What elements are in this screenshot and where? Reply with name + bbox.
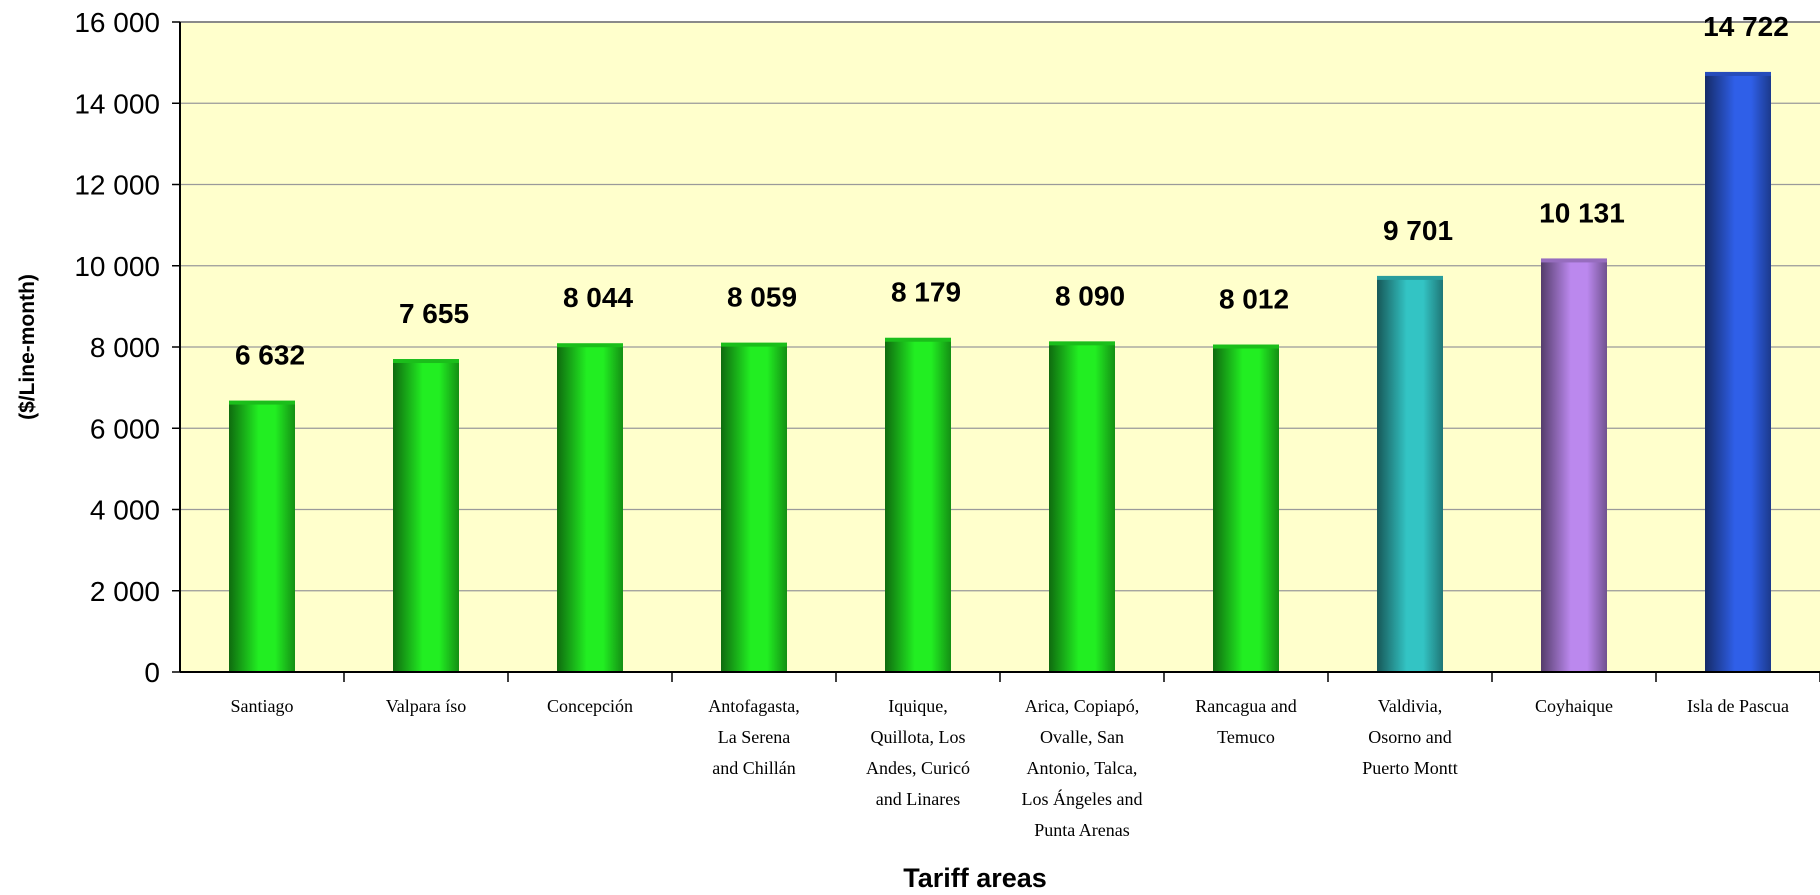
- category-label: Coyhaique: [1535, 696, 1613, 716]
- value-label: 8 090: [1055, 280, 1125, 311]
- bar-top: [229, 400, 295, 405]
- bar-top: [885, 337, 951, 342]
- category-label: Concepción: [547, 696, 633, 716]
- category-label: Valpara íso: [386, 696, 466, 716]
- x-axis-label: Tariff areas: [903, 863, 1047, 893]
- value-label: 8 044: [563, 282, 633, 313]
- bar-top: [1049, 341, 1115, 346]
- bar: [1213, 346, 1279, 671]
- value-label: 8 179: [891, 277, 961, 308]
- bar-top: [1705, 71, 1771, 76]
- y-tick-label: 14 000: [74, 88, 160, 119]
- bar: [1541, 260, 1607, 671]
- y-tick-labels: 0 2 000 4 000 6 000 8 000 10 000 12 000 14 000 1…: [74, 7, 160, 688]
- value-label: 10 131: [1539, 197, 1625, 228]
- y-tick-label: 8 000: [90, 332, 160, 363]
- category-label: Arica, Copiapó, Ovalle, San Antonio, Talca…: [1022, 696, 1143, 840]
- category-label: Isla de Pascua: [1687, 696, 1789, 716]
- y-tick-label: 0: [144, 657, 160, 688]
- bar-top: [1377, 275, 1443, 280]
- y-tick-label: 4 000: [90, 495, 160, 526]
- bars: [229, 71, 1771, 671]
- y-tick-label: 6 000: [90, 413, 160, 444]
- bar: [721, 344, 787, 671]
- category-label: Valdivia, Osorno and Puerto Montt: [1362, 696, 1458, 778]
- bar: [885, 339, 951, 671]
- y-tick-label: 12 000: [74, 170, 160, 201]
- y-tick-label: 2 000: [90, 576, 160, 607]
- bar-top: [393, 359, 459, 364]
- bar: [1377, 277, 1443, 671]
- axes: [172, 21, 1820, 682]
- category-label: Rancagua and Temuco: [1195, 696, 1296, 747]
- value-label: 6 632: [235, 340, 305, 371]
- bar: [1705, 73, 1771, 671]
- x-category-labels: Santiago Valpara íso Concepción Antofagasta…: [231, 696, 1789, 840]
- value-label: 7 655: [399, 298, 469, 329]
- value-label: 8 059: [727, 282, 797, 313]
- value-label: 9 701: [1383, 215, 1453, 246]
- bar: [557, 345, 623, 671]
- category-label: Santiago: [231, 696, 294, 716]
- bar: [229, 402, 295, 671]
- value-labels: 6 632 7 655 8 044 8 059 8 179 8 090 8 012 9 701…: [235, 11, 1789, 371]
- y-tick-label: 10 000: [74, 251, 160, 282]
- y-axis-label: ($/Line-month): [16, 274, 39, 420]
- bar: [393, 361, 459, 671]
- category-label: Antofagasta, La Serena and Chillán: [708, 696, 799, 778]
- y-tick-label: 16 000: [74, 7, 160, 38]
- bar-top: [721, 342, 787, 347]
- bar-top: [1213, 344, 1279, 349]
- bar: [1049, 343, 1115, 671]
- bar-top: [557, 343, 623, 348]
- category-label: Iquique, Quillota, Los Andes, Curicó and Li…: [866, 696, 970, 809]
- value-label: 8 012: [1219, 284, 1289, 315]
- value-label: 14 722: [1703, 11, 1789, 42]
- bar-top: [1541, 258, 1607, 263]
